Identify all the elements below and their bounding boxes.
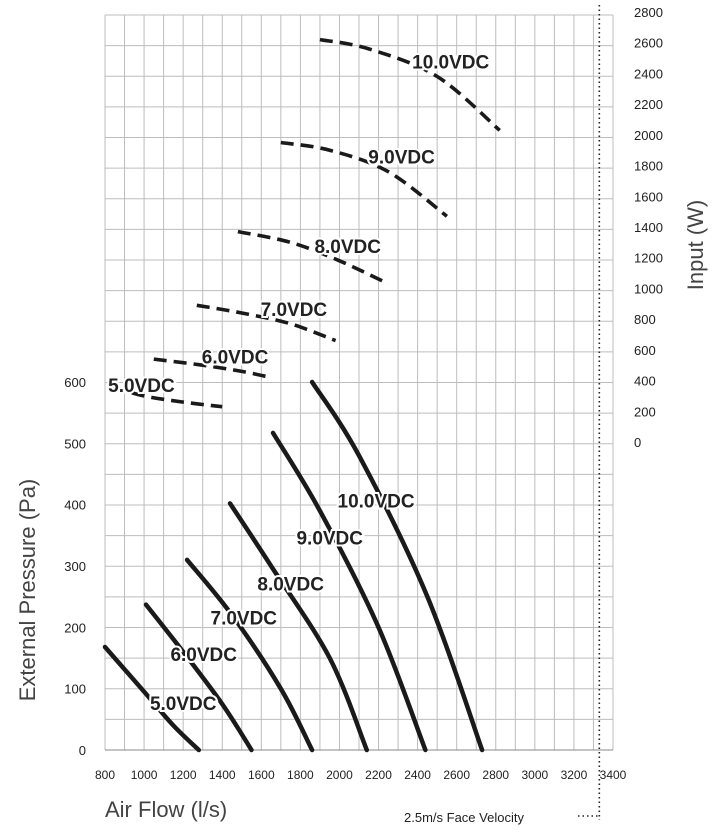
right-tick-label: 1600 (634, 189, 663, 204)
x-tick-label: 1800 (287, 768, 314, 782)
right-tick-label: 2000 (634, 128, 663, 143)
input-power-curves (112, 37, 501, 409)
curve-labels: 5.0VDC 6.0VDC 7.0VDC 8.0VDC 9.0VDC 10.0VDC 5.0… (106, 51, 491, 718)
pressure-curve-label: 7.0VDC (211, 608, 278, 629)
grid (104, 14, 614, 751)
left-axis-title: External Pressure (Pa) (15, 479, 40, 702)
pressure-curve-6-0vdc (143, 602, 254, 753)
input-curve-label: 8.0VDC (314, 237, 381, 258)
input-curve-10-0vdc (319, 37, 501, 132)
input-curve-label: 9.0VDC (368, 148, 435, 169)
pressure-curve-5-0vdc (102, 644, 202, 753)
right-tick-label: 2800 (634, 5, 663, 20)
right-axis-title: Input (W) (683, 200, 708, 290)
face-velocity-note: 2.5m/s Face Velocity (404, 810, 524, 825)
input-curve-7-0vdc (196, 303, 337, 343)
pressure-curve-label: 9.0VDC (296, 529, 363, 550)
input-curve-label: 10.0VDC (412, 53, 489, 74)
x-tick-label: 3400 (600, 768, 627, 782)
right-tick-label: 1000 (634, 281, 663, 296)
input-curve-label: 6.0VDC (202, 347, 269, 368)
x-tick-label: 1600 (248, 768, 275, 782)
x-tick-label: 3000 (521, 768, 548, 782)
left-tick-label: 200 (64, 620, 86, 635)
input-curve-label: 7.0VDC (261, 300, 328, 321)
input-curve-label: 5.0VDC (108, 376, 175, 397)
left-tick-label: 0 (79, 743, 86, 758)
right-tick-label: 400 (634, 374, 656, 389)
left-tick-labels: 0 100 200 300 400 500 600 (64, 375, 86, 758)
pressure-curve-8-0vdc (227, 501, 370, 753)
pressure-curves (102, 379, 485, 753)
x-tick-label: 3200 (561, 768, 588, 782)
x-tick-label: 2800 (482, 768, 509, 782)
input-curve-5-0vdc (112, 384, 223, 409)
input-curve-9-0vdc (280, 140, 449, 218)
input-curve-6-0vdc (153, 357, 272, 380)
input-curve-8-0vdc (237, 229, 390, 286)
pressure-curve-label: 8.0VDC (257, 575, 324, 596)
left-tick-label: 400 (64, 498, 86, 513)
left-tick-label: 600 (64, 375, 86, 390)
pressure-curve-9-0vdc (270, 430, 428, 753)
right-tick-label: 2400 (634, 66, 663, 81)
right-tick-label: 600 (634, 343, 656, 358)
pressure-curve-label: 10.0VDC (338, 492, 415, 513)
right-tick-label: 200 (634, 404, 656, 419)
right-tick-label: 1400 (634, 220, 663, 235)
right-tick-label: 800 (634, 312, 656, 327)
x-tick-label: 2000 (326, 768, 353, 782)
x-tick-labels: 800 1000 1200 1400 1600 1800 2000 2200 2400 2600 2… (95, 768, 627, 782)
left-tick-label: 500 (64, 436, 86, 451)
right-tick-label: 2200 (634, 97, 663, 112)
left-tick-label: 100 (64, 682, 86, 697)
x-tick-label: 800 (95, 768, 115, 782)
x-axis-title: Air Flow (l/s) (105, 797, 227, 822)
x-tick-label: 1000 (131, 768, 158, 782)
pressure-curve-7-0vdc (184, 557, 315, 753)
pressure-curve-label: 6.0VDC (170, 645, 237, 666)
left-tick-label: 300 (64, 559, 86, 574)
right-tick-label: 2600 (634, 36, 663, 51)
plot-frame (105, 5, 613, 820)
x-tick-label: 2200 (365, 768, 392, 782)
x-tick-label: 1400 (209, 768, 236, 782)
x-tick-label: 2400 (404, 768, 431, 782)
right-tick-label: 1800 (634, 159, 663, 174)
right-tick-label: 0 (634, 435, 641, 450)
right-tick-labels: 0 200 400 600 800 1000 1200 1400 1600 1800 2000 220… (634, 5, 663, 450)
x-tick-label: 2600 (443, 768, 470, 782)
right-tick-label: 1200 (634, 251, 663, 266)
x-tick-label: 1200 (170, 768, 197, 782)
pressure-curve-label: 5.0VDC (150, 694, 217, 715)
pressure-curve-10-0vdc (309, 379, 485, 753)
